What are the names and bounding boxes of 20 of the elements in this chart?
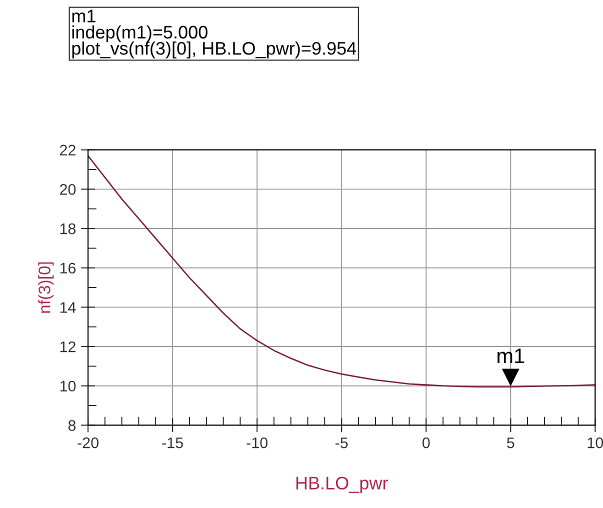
y-tick-label: 16 — [60, 262, 76, 274]
text: m1 indep(m1)=5.000 plot_vs(nf(3)[0], HB.LO_pwr)=9.954 — [72, 10, 356, 58]
x-tick-label: 10 — [588, 437, 603, 448]
x-tick-label: 0 — [422, 437, 430, 448]
x-tick-label: 5 — [507, 438, 514, 448]
x-tick-label: -15 — [162, 438, 183, 448]
y-tick-label: 22 — [60, 144, 76, 156]
y-tick-label: 14 — [60, 302, 76, 313]
y-tick-label: 18 — [60, 223, 76, 234]
x-axis-title: HB.LO_pwr — [296, 476, 388, 494]
y-tick-label: 20 — [60, 184, 76, 195]
x-tick-label: -5 — [335, 438, 348, 448]
line-series — [88, 155, 596, 388]
x-tick-label: -20 — [78, 437, 98, 448]
annotation: m1 — [498, 348, 524, 363]
x-tick-label: -10 — [246, 437, 268, 448]
y-axis-title: nf(3)[0] — [38, 262, 54, 313]
y-tick-label: 8 — [68, 420, 76, 431]
y-tick-label: 12 — [60, 341, 76, 352]
y-tick-label: 10 — [60, 380, 76, 392]
